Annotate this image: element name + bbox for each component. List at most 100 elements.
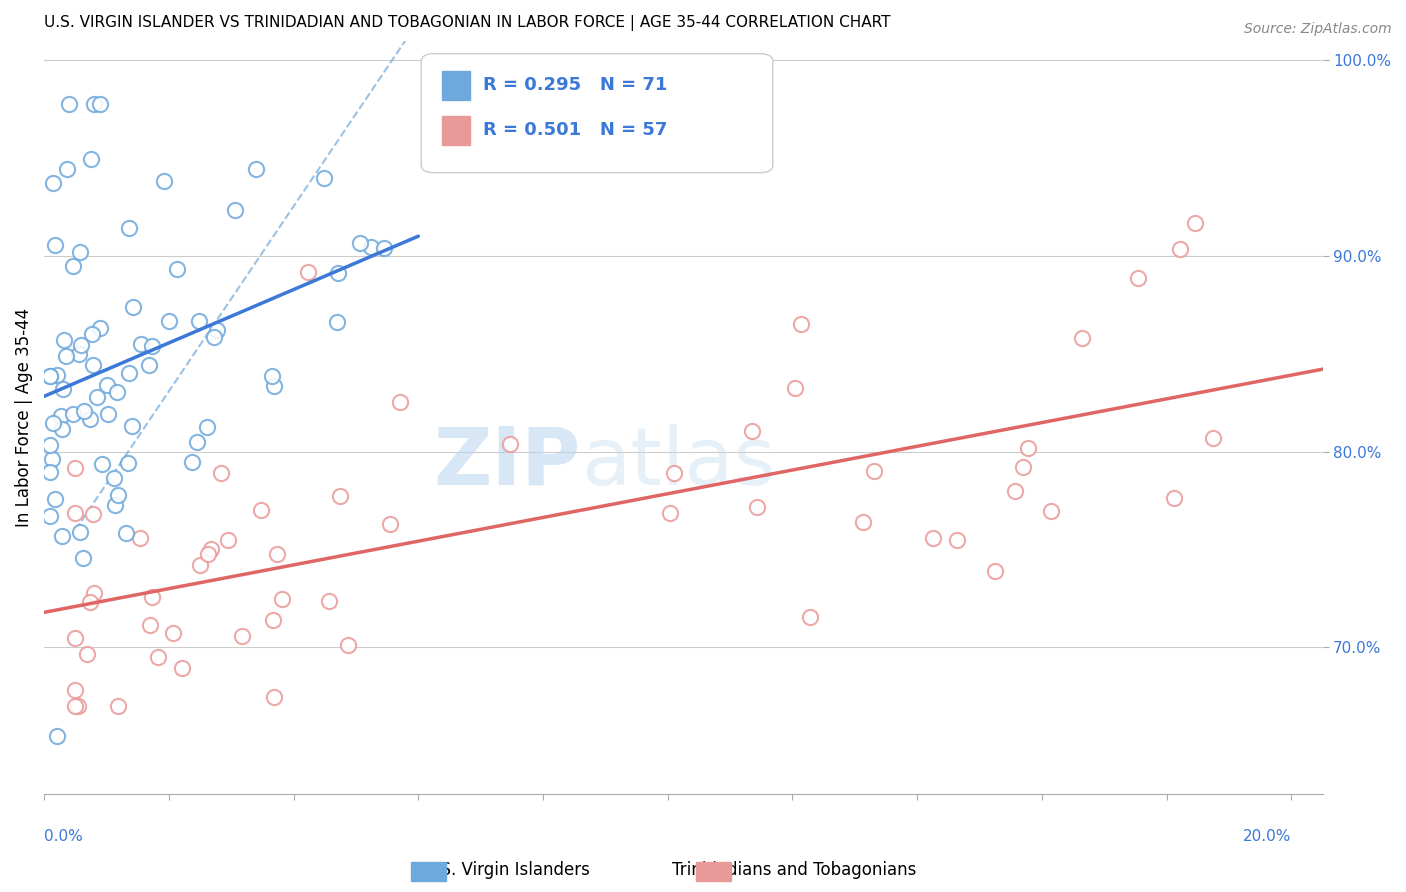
Point xyxy=(89,321,111,335)
Point xyxy=(107,488,129,502)
Point xyxy=(82,326,104,341)
Point xyxy=(56,162,79,177)
Point xyxy=(146,649,169,664)
Point xyxy=(231,629,253,643)
Point xyxy=(44,492,66,507)
Point xyxy=(922,531,945,545)
Point xyxy=(79,411,101,425)
Point xyxy=(1163,491,1185,506)
Point xyxy=(499,436,522,450)
Text: U.S. VIRGIN ISLANDER VS TRINIDADIAN AND TOBAGONIAN IN LABOR FORCE | AGE 35-44 CO: U.S. VIRGIN ISLANDER VS TRINIDADIAN AND … xyxy=(44,15,890,31)
Point xyxy=(863,464,886,478)
Point xyxy=(70,338,93,352)
Point xyxy=(39,368,62,383)
Point xyxy=(297,265,319,279)
Point xyxy=(349,236,371,251)
Point xyxy=(141,590,163,604)
Point xyxy=(82,358,104,372)
Point xyxy=(121,419,143,434)
Point xyxy=(188,314,211,328)
Point xyxy=(104,498,127,512)
Text: ZIP: ZIP xyxy=(434,424,581,501)
Point xyxy=(82,508,104,522)
Point xyxy=(90,457,112,471)
Text: Trinidadians and Tobagonians: Trinidadians and Tobagonians xyxy=(672,861,917,879)
Point xyxy=(83,586,105,600)
Point xyxy=(790,318,813,332)
Point xyxy=(318,593,340,607)
Point xyxy=(373,241,395,255)
Point xyxy=(117,457,139,471)
Point xyxy=(181,455,204,469)
Point xyxy=(152,174,174,188)
Point xyxy=(266,547,288,561)
Point xyxy=(39,438,62,452)
Point xyxy=(662,466,685,480)
Point xyxy=(129,531,152,545)
Point xyxy=(262,613,284,627)
Point xyxy=(39,466,62,480)
Point xyxy=(197,547,219,561)
Point xyxy=(1040,504,1063,518)
Point xyxy=(67,347,90,361)
Point xyxy=(166,262,188,277)
Text: 0.0%: 0.0% xyxy=(44,830,83,845)
Point xyxy=(86,390,108,404)
Point xyxy=(263,690,285,704)
Point xyxy=(89,96,111,111)
Point xyxy=(107,699,129,714)
Point xyxy=(52,382,75,396)
Text: U.S. Virgin Islanders: U.S. Virgin Islanders xyxy=(423,861,589,879)
Point xyxy=(42,176,65,190)
Point xyxy=(162,625,184,640)
Point xyxy=(58,96,80,111)
Point xyxy=(66,699,89,714)
Point xyxy=(97,407,120,421)
Point xyxy=(1168,243,1191,257)
FancyBboxPatch shape xyxy=(422,54,773,173)
Point xyxy=(195,419,218,434)
Point xyxy=(51,529,73,543)
Text: atlas: atlas xyxy=(581,424,776,501)
Point xyxy=(79,595,101,609)
Point xyxy=(65,506,87,520)
Point xyxy=(200,542,222,557)
Point xyxy=(360,240,382,254)
Point xyxy=(380,516,402,531)
Point xyxy=(328,266,350,280)
Text: R = 0.501   N = 57: R = 0.501 N = 57 xyxy=(482,120,666,139)
Point xyxy=(39,368,62,383)
Point xyxy=(1128,270,1150,285)
Point xyxy=(263,378,285,392)
Point xyxy=(1184,216,1206,230)
Point xyxy=(1201,431,1223,445)
Point xyxy=(69,245,91,260)
Point xyxy=(186,434,208,449)
Point xyxy=(52,333,75,347)
Point xyxy=(205,323,228,337)
Point xyxy=(62,407,84,421)
Point xyxy=(65,682,87,697)
Point xyxy=(96,377,118,392)
Point xyxy=(55,349,77,363)
Point xyxy=(139,617,162,632)
Point xyxy=(745,500,768,514)
Point xyxy=(45,729,67,743)
FancyBboxPatch shape xyxy=(441,116,470,145)
Point xyxy=(852,516,875,530)
Point xyxy=(51,422,73,436)
Point xyxy=(65,699,87,714)
Point xyxy=(799,610,821,624)
Point xyxy=(157,314,180,328)
Point xyxy=(72,550,94,565)
Point xyxy=(39,508,62,523)
Point xyxy=(946,533,969,548)
Y-axis label: In Labor Force | Age 35-44: In Labor Force | Age 35-44 xyxy=(15,308,32,527)
Point xyxy=(65,461,87,475)
Point xyxy=(65,631,87,645)
Point xyxy=(80,153,103,167)
Point xyxy=(1004,484,1026,499)
Text: Source: ZipAtlas.com: Source: ZipAtlas.com xyxy=(1244,22,1392,37)
Point xyxy=(172,661,194,675)
Point xyxy=(44,238,66,252)
